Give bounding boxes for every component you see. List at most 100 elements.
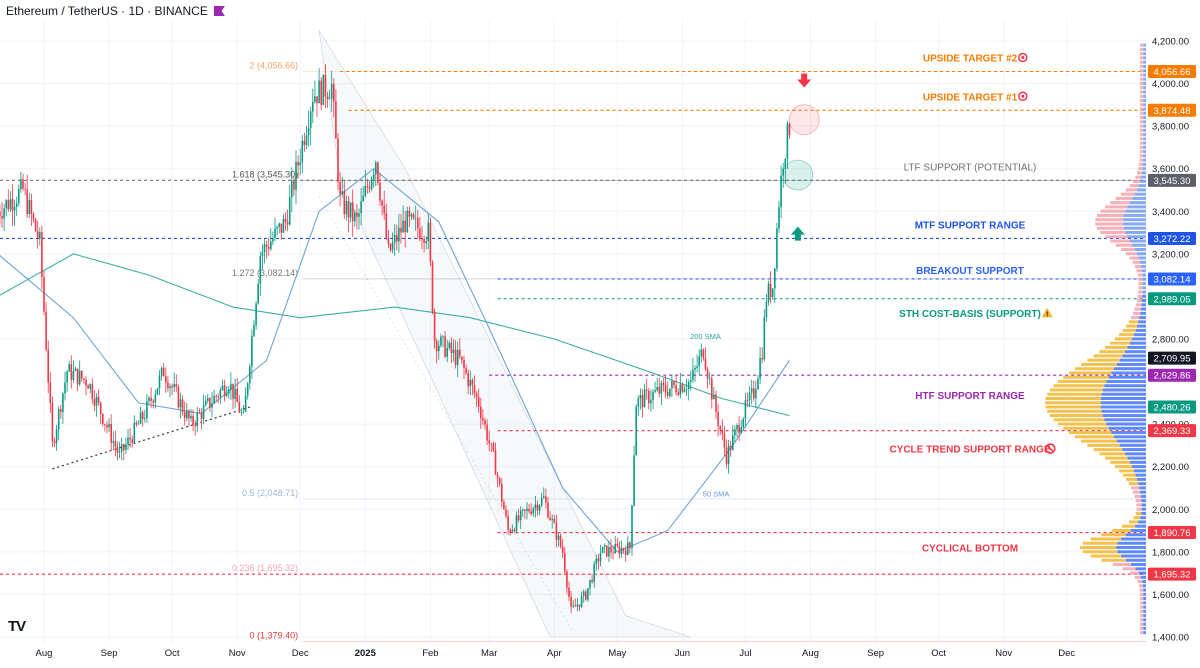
candle-body: [274, 228, 276, 238]
symbol-title[interactable]: Ethereum / TetherUS · 1D · BINANCE: [6, 4, 208, 18]
candle-body: [459, 349, 461, 357]
candle-body: [593, 563, 595, 582]
time-tick-label: Dec: [292, 648, 309, 659]
profile-bar: [1139, 158, 1144, 162]
profile-bar: [1143, 601, 1146, 605]
profile-bar: [1140, 73, 1144, 77]
price-tag-label: 2,629.86: [1154, 371, 1191, 382]
profile-bar: [1114, 337, 1133, 341]
channel-midline: [318, 196, 574, 633]
candle-body: [650, 399, 652, 404]
profile-bar: [1112, 563, 1132, 567]
candle-body: [704, 358, 707, 370]
profile-bar: [1100, 405, 1146, 409]
price-tick-label: 3,800.00: [1152, 122, 1189, 133]
candle-body: [133, 422, 136, 443]
down-arrow-icon: [797, 73, 812, 88]
candle-body: [255, 303, 257, 326]
profile-bar: [1140, 86, 1144, 90]
candle-body: [261, 252, 264, 256]
drawing-tools: [52, 30, 691, 638]
candle-body: [286, 222, 289, 225]
candle-body: [288, 197, 291, 225]
candle-body: [677, 392, 679, 395]
profile-bar: [1135, 511, 1142, 515]
profile-bar: [1142, 584, 1146, 588]
profile-bar: [1139, 605, 1144, 609]
flag-icon[interactable]: [213, 6, 225, 16]
level-label: CYCLICAL BOTTOM: [922, 544, 1018, 555]
profile-bar: [1111, 431, 1146, 435]
profile-bar: [1053, 384, 1105, 388]
candle-body: [671, 381, 673, 389]
profile-bar: [1125, 230, 1146, 234]
price-tick-label: 3,200.00: [1152, 249, 1189, 260]
candle-body: [431, 261, 434, 312]
candle-body: [547, 502, 549, 518]
profile-bar: [1143, 133, 1146, 137]
profile-bar: [1132, 179, 1141, 183]
profile-bar: [1127, 345, 1146, 349]
candle-body: [368, 187, 371, 189]
profile-bar: [1132, 465, 1146, 469]
profile-bar: [1143, 592, 1146, 596]
candle-body: [314, 96, 316, 102]
candle-body: [99, 402, 102, 414]
candle-body: [57, 409, 60, 430]
candle-body: [782, 168, 784, 176]
candle-body: [753, 388, 755, 399]
profile-bar: [1110, 239, 1130, 243]
profile-bar: [1141, 175, 1146, 179]
profile-bar: [1136, 299, 1142, 303]
profile-bar: [1116, 546, 1146, 549]
candle-body: [477, 396, 480, 407]
candle-body: [767, 283, 770, 302]
profile-bar: [1138, 184, 1146, 188]
candle-body: [503, 501, 505, 510]
candle-body: [242, 411, 245, 413]
candle-body: [561, 546, 564, 553]
candle-body: [509, 529, 511, 533]
candle-body: [240, 412, 243, 413]
profile-bar: [1129, 460, 1146, 464]
candle-body: [627, 542, 629, 555]
candle-body: [244, 395, 247, 412]
candle-body: [549, 517, 551, 520]
warning-icon: [1041, 307, 1053, 318]
candle-body: [540, 497, 543, 506]
price-tag-label: 3,082.14: [1154, 274, 1191, 285]
profile-bar: [1116, 439, 1146, 443]
fib-label: 0.5 (2,048.71): [242, 488, 298, 498]
profile-bar: [1142, 273, 1146, 277]
profile-bar: [1140, 179, 1146, 183]
candle-body: [398, 227, 400, 242]
profile-bar: [1139, 609, 1144, 613]
profile-bar: [1095, 218, 1124, 222]
candle-body: [144, 418, 146, 420]
profile-bar: [1128, 520, 1139, 524]
candle-body: [765, 301, 768, 318]
profile-bar: [1122, 448, 1146, 452]
profile-bar: [1143, 81, 1146, 85]
candle-body: [89, 384, 91, 389]
candle-body: [213, 395, 215, 404]
profile-bar: [1140, 490, 1146, 494]
profile-bar: [1139, 116, 1144, 120]
candle-body: [648, 390, 650, 404]
candle-body: [305, 135, 308, 146]
candle-body: [507, 516, 509, 530]
candle-body: [461, 356, 463, 360]
candle-body: [0, 211, 1, 217]
profile-bar: [1100, 230, 1126, 234]
time-tick-label: Oct: [931, 648, 946, 659]
profile-bar: [1125, 209, 1146, 213]
candle-body: [687, 381, 690, 389]
profile-bar: [1138, 520, 1146, 524]
profile-bar: [1136, 503, 1142, 507]
candle-body: [732, 435, 734, 450]
candle-body: [551, 518, 553, 520]
profile-bar: [1142, 277, 1146, 281]
candle-body: [309, 111, 312, 129]
